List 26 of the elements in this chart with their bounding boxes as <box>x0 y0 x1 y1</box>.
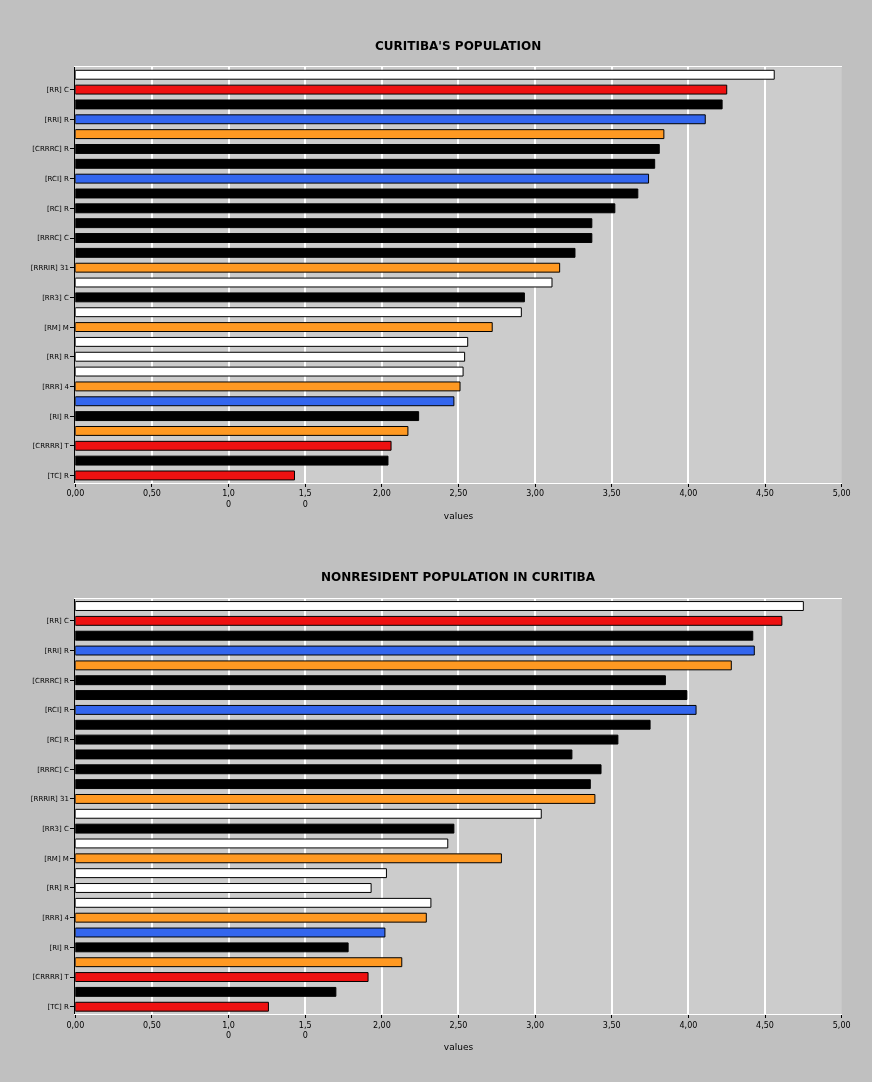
x-tick-label: 2,00 <box>372 489 391 499</box>
x-tick-label: 1,5 0 <box>298 489 312 509</box>
x-tick-label: 2,50 <box>449 489 468 499</box>
x-tick-label: 4,50 <box>756 1020 774 1030</box>
x-tick-label: 1,0 0 <box>222 489 235 509</box>
x-tick-label: 4,00 <box>679 1020 698 1030</box>
x-tick-label: 5,00 <box>832 489 851 499</box>
chart-title: CURITIBA'S POPULATION <box>375 39 542 53</box>
x-tick-label: 2,00 <box>372 1020 391 1030</box>
x-tick-label: 5,00 <box>832 1020 851 1030</box>
x-tick-label: 4,00 <box>679 489 698 499</box>
x-tick-label: 0,50 <box>143 489 161 499</box>
x-tick-label: 0,00 <box>66 489 85 499</box>
x-tick-label: 1,0 0 <box>222 1020 235 1041</box>
x-tick-label: 2,50 <box>449 1020 468 1030</box>
x-tick-label: 0,00 <box>66 1020 85 1030</box>
x-axis-title: values <box>443 510 474 521</box>
chart-title: NONRESIDENT POPULATION IN CURITIBA <box>321 570 596 584</box>
x-axis-title: values <box>443 1041 474 1052</box>
x-tick-label: 0,50 <box>143 1020 161 1030</box>
x-tick-label: 3,00 <box>526 489 545 499</box>
x-tick-label: 3,50 <box>602 489 621 499</box>
x-tick-label: 4,50 <box>756 489 774 499</box>
x-tick-label: 3,00 <box>526 1020 545 1030</box>
x-tick-label: 3,50 <box>602 1020 621 1030</box>
x-tick-label: 1,5 0 <box>298 1020 312 1041</box>
